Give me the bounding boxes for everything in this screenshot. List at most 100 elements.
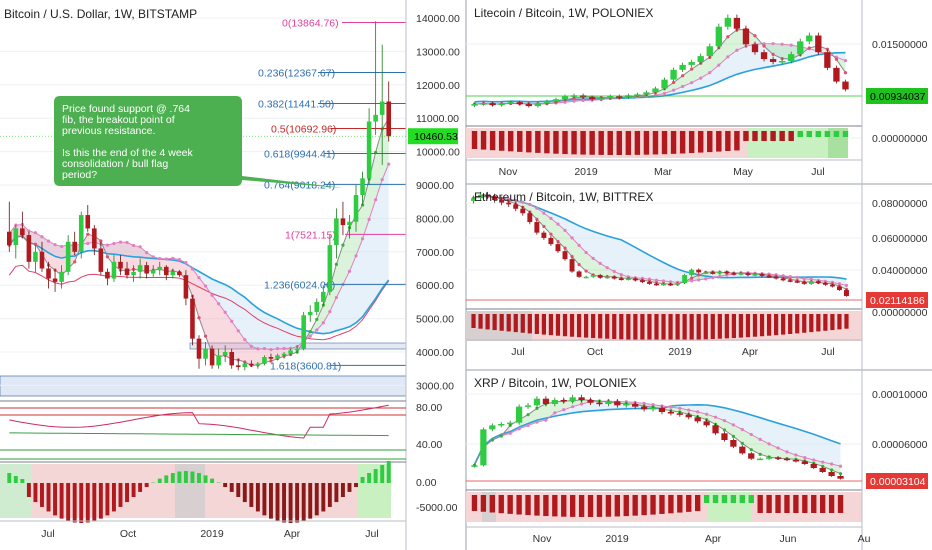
- candle-body: [92, 228, 97, 249]
- candle-body: [780, 278, 786, 281]
- candle-body: [682, 275, 688, 283]
- last-price-badge: [408, 128, 458, 145]
- histogram-bar: [837, 314, 842, 330]
- histogram-bar: [703, 314, 708, 340]
- histogram-bar: [471, 495, 478, 511]
- histogram-bar: [725, 131, 731, 152]
- candle-body: [715, 26, 722, 47]
- fast-ma-marker-bear: [73, 260, 77, 264]
- mid-ma-marker: [740, 427, 744, 432]
- mid-ma-marker: [584, 250, 588, 255]
- histogram-bar: [164, 475, 169, 483]
- consolidation-box: [0, 375, 407, 397]
- mid-ma-marker: [699, 76, 703, 80]
- histogram-bar: [623, 495, 629, 517]
- candle-body: [757, 458, 764, 461]
- histogram-bar: [634, 131, 641, 155]
- chart-title: Bitcoin / U.S. Dollar, 1W, BITSTAMP: [4, 7, 197, 21]
- mid-ma-marker: [517, 427, 521, 431]
- fast-ma-marker: [584, 269, 588, 273]
- candle-body: [576, 271, 582, 277]
- candle-body: [569, 397, 576, 402]
- candle-body: [689, 269, 695, 276]
- mid-ma-marker: [145, 251, 149, 255]
- candle-body: [724, 17, 732, 27]
- mid-ma-marker: [776, 446, 780, 450]
- mid-ma-marker: [605, 266, 609, 270]
- histogram-bar: [619, 314, 624, 340]
- candle-body: [808, 281, 814, 284]
- candle-body: [360, 178, 365, 196]
- x-tick-label: 2019: [200, 528, 224, 540]
- mid-ma-marker: [690, 279, 694, 283]
- candle-body: [137, 265, 143, 272]
- mid-ma-marker: [158, 257, 162, 261]
- mid-ma-marker: [223, 310, 227, 314]
- candle-body: [471, 465, 478, 467]
- histogram-bar: [752, 131, 758, 141]
- fast-ma-marker-bull: [315, 317, 319, 322]
- mid-ma-marker: [328, 309, 332, 314]
- bullish-cloud: [655, 29, 846, 96]
- mid-ma-marker: [718, 274, 722, 278]
- histogram-bar: [643, 131, 650, 155]
- mid-ma-marker: [722, 418, 727, 423]
- mid-ma-marker: [654, 278, 659, 282]
- mid-ma-marker: [788, 275, 792, 279]
- histogram-bar: [13, 476, 18, 483]
- mid-ma-marker: [347, 269, 352, 273]
- fast-ma-marker-bear: [203, 334, 208, 338]
- annotation-text: previous resistance.: [62, 125, 155, 137]
- histogram-bar: [367, 473, 372, 483]
- candle-body: [778, 61, 786, 63]
- histogram-bar: [262, 483, 267, 516]
- mid-ma-marker: [544, 418, 548, 422]
- candle-body: [561, 96, 569, 100]
- candle-body: [498, 103, 505, 106]
- annotation-callout: [54, 96, 344, 188]
- histogram-bar: [589, 131, 595, 155]
- histogram-bar: [688, 131, 695, 154]
- price-tick-label: 0.06000000: [872, 233, 928, 245]
- mid-ma-marker: [678, 406, 682, 410]
- histogram-bar: [698, 131, 704, 153]
- price-tick-label: 3000.00: [416, 380, 454, 392]
- candle-body: [480, 429, 487, 466]
- fast-ma-marker: [577, 263, 581, 267]
- candle-body: [640, 406, 648, 410]
- candle-body: [815, 35, 822, 53]
- histogram-bar: [724, 314, 729, 339]
- histogram-bar: [815, 131, 822, 137]
- candle-body: [485, 194, 491, 197]
- histogram-bar: [844, 314, 849, 329]
- mid-ma-marker: [803, 456, 807, 460]
- mid-ma-marker: [321, 321, 325, 325]
- fast-ma-marker: [834, 57, 839, 61]
- histogram-bar: [661, 131, 668, 155]
- histogram-bar: [652, 131, 659, 155]
- candle-body: [625, 278, 631, 281]
- candle-body: [658, 408, 666, 412]
- mid-ma-marker: [236, 329, 240, 333]
- x-tick-label: 2019: [668, 346, 692, 358]
- mid-ma-marker: [256, 347, 260, 351]
- histogram-bar: [492, 314, 497, 331]
- histogram-bar: [779, 131, 785, 141]
- histogram-bar: [745, 314, 751, 338]
- histogram-bar: [236, 483, 241, 497]
- fib-label: 0.5(10692.96): [271, 123, 336, 135]
- histogram-bar: [506, 314, 511, 332]
- candle-body: [321, 291, 326, 302]
- mid-ma-marker: [197, 276, 201, 280]
- mid-ma-marker: [380, 178, 384, 182]
- fast-ma-marker: [726, 35, 730, 39]
- candle-body: [614, 401, 621, 406]
- mid-ma-marker: [14, 223, 18, 227]
- fast-ma-marker: [821, 464, 825, 468]
- candle-body: [33, 251, 38, 262]
- mid-ma-marker: [809, 277, 813, 281]
- histogram-bar: [53, 483, 58, 516]
- histogram-bar: [282, 483, 287, 523]
- histogram-bar: [321, 483, 326, 512]
- histogram-bar: [607, 131, 613, 155]
